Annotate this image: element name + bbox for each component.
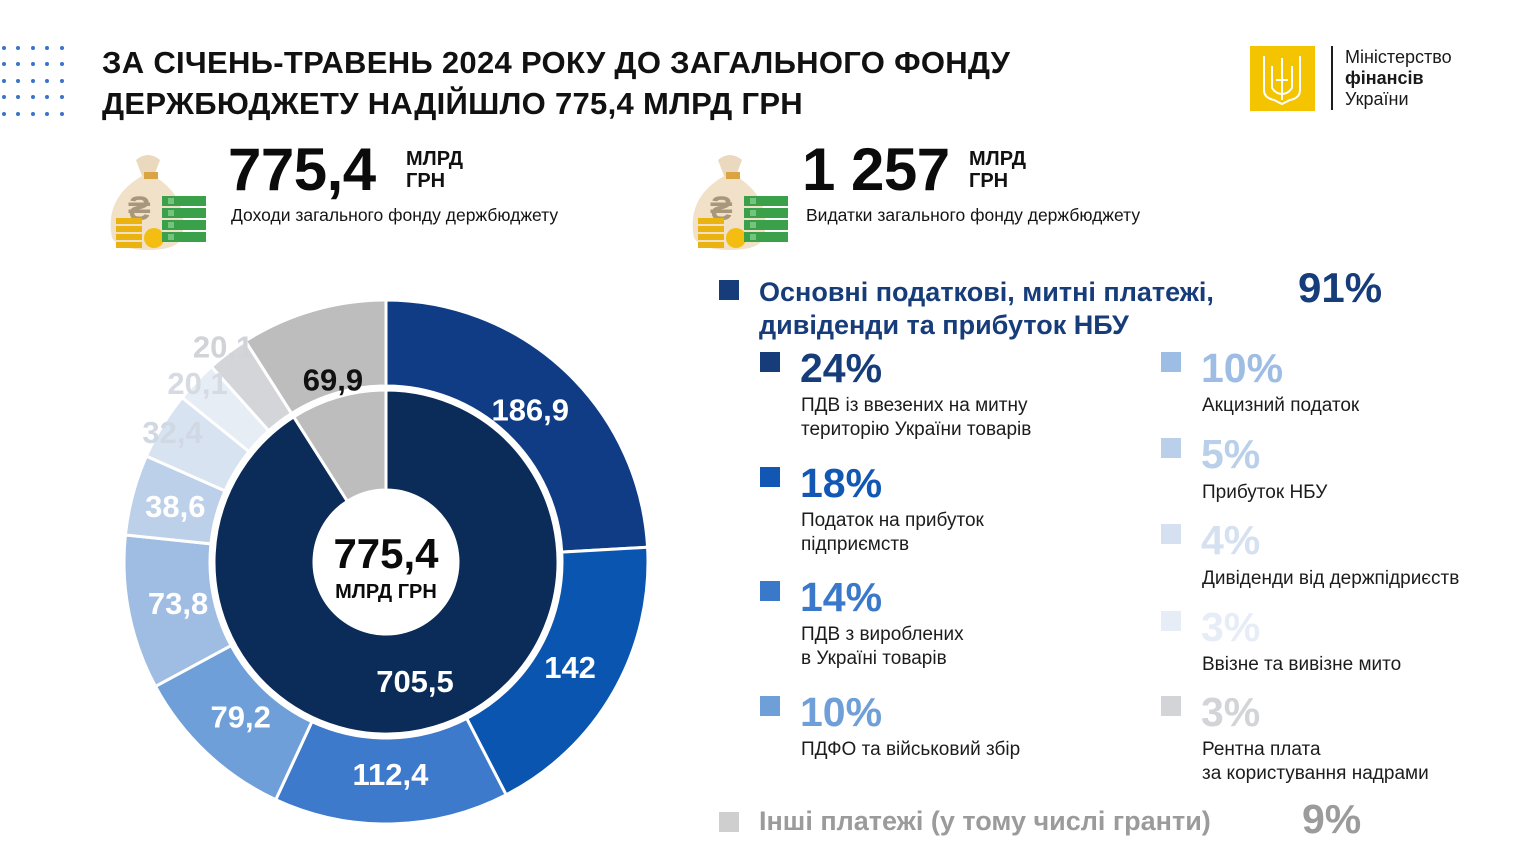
legend-label: Прибуток НБУ: [1202, 482, 1328, 503]
legend-label: Податок на прибуток підприємств: [801, 509, 984, 557]
main-legend-pct: 91%: [1298, 264, 1383, 311]
other-legend-label: Інші платежі (у тому числі гранти): [759, 806, 1211, 836]
legend-label: Рентна плата за користування надрами: [1202, 738, 1429, 786]
other-legend-swatch: [719, 812, 739, 832]
title-line-1: ЗА СІЧЕНЬ-ТРАВЕНЬ 2024 РОКУ ДО ЗАГАЛЬНОГ…: [102, 45, 1011, 80]
legend-label: Ввізне та вивізне мито: [1202, 654, 1402, 675]
ministry-line-1: Міністерство: [1345, 47, 1452, 67]
expense-caption: Видатки загального фонду держбюджету: [806, 205, 1141, 225]
expense-value: 1 257: [802, 136, 950, 203]
outer-ring-label: 20,1: [193, 330, 253, 365]
legend-label: Дивіденди від держпідриєств: [1202, 568, 1460, 589]
legend-label-line: Податок на прибуток: [801, 510, 984, 531]
logo-divider: [1331, 46, 1333, 110]
outer-ring-label: 79,2: [211, 699, 271, 734]
ministry-line-2: фінансів: [1345, 68, 1424, 88]
outer-ring-label: 186,9: [491, 392, 569, 427]
legend-label: ПДВ з вироблених в Україні товарів: [801, 623, 964, 671]
legend-swatch: [1161, 352, 1181, 372]
trident-logo-icon: [1250, 46, 1315, 111]
legend-label-line: за користування надрами: [1202, 763, 1429, 784]
money-bag-icon: ₴: [692, 155, 788, 250]
expense-unit-1: МЛРД: [969, 148, 1027, 170]
expense-unit: МЛРД ГРН: [969, 148, 1026, 192]
revenue-unit: МЛРД ГРН: [406, 148, 463, 192]
center-value: 775,4: [333, 530, 439, 577]
legend-pct: 18%: [800, 460, 883, 506]
legend-pct: 3%: [1201, 604, 1261, 650]
main-legend-header: Основні податкові, митні платежі, дивіде…: [759, 276, 1214, 342]
legend-swatch: [760, 696, 780, 716]
outer-ring-label: 69,9: [303, 363, 363, 398]
legend-swatch: [1161, 611, 1181, 631]
legend-label-line: ПДВ із ввезених на митну: [801, 395, 1028, 416]
outer-ring-label: 38,6: [145, 489, 205, 524]
legend-pct: 10%: [800, 689, 883, 735]
legend-swatch: [760, 467, 780, 487]
legend-pct: 5%: [1201, 431, 1261, 477]
legend-label-line: територію України товарів: [801, 419, 1032, 440]
ministry-name: Міністерство фінансів України: [1345, 47, 1452, 110]
legend-swatch: [760, 352, 780, 372]
legend-label-line: ПДВ з вироблених: [801, 624, 964, 645]
legend-pct: 24%: [800, 345, 883, 391]
inner-ring-label: 705,5: [376, 664, 454, 699]
expense-unit-2: ГРН: [969, 170, 1009, 192]
outer-ring-label: 142: [544, 650, 596, 685]
outer-ring-label: 32,4: [142, 415, 203, 450]
outer-ring-label: 20,1: [167, 366, 227, 401]
revenue-caption: Доходи загального фонду держбюджету: [231, 205, 559, 225]
legend-label-line: в Україні товарів: [801, 648, 947, 669]
ministry-line-3: України: [1345, 89, 1409, 109]
inner-ring-slice: [291, 388, 388, 504]
other-legend-pct: 9%: [1302, 796, 1362, 842]
legend-swatch: [760, 581, 780, 601]
decorative-dots: [2, 46, 74, 116]
legend-swatch: [1161, 524, 1181, 544]
center-unit: МЛРД ГРН: [335, 581, 437, 603]
legend-swatch: [1161, 696, 1181, 716]
outer-ring-slice: [243, 298, 388, 416]
legend-pct: 4%: [1201, 517, 1261, 563]
revenue-unit-2: ГРН: [406, 170, 446, 192]
main-legend-swatch: [719, 280, 739, 300]
legend-swatch: [1161, 438, 1181, 458]
legend-pct: 3%: [1201, 689, 1261, 735]
outer-ring-label: 73,8: [148, 586, 208, 621]
donut-chart: 186,9 142 112,4 79,2 73,8 38,6 32,4 20,120,1 69,…: [122, 298, 650, 826]
title-line-2: ДЕРЖБЮДЖЕТУ НАДІЙШЛО 775,4 МЛРД ГРН: [102, 86, 803, 121]
revenue-value: 775,4: [228, 136, 376, 203]
main-legend-header-line-2: дивіденди та прибуток НБУ: [759, 310, 1129, 340]
page-title: ЗА СІЧЕНЬ-ТРАВЕНЬ 2024 РОКУ ДО ЗАГАЛЬНОГ…: [102, 42, 1182, 124]
revenue-unit-1: МЛРД: [406, 148, 464, 170]
outer-ring-slice: [384, 298, 650, 554]
legend-label-line: підприємств: [801, 534, 910, 555]
legend-label-line: Рентна плата: [1202, 739, 1321, 760]
legend-pct: 10%: [1201, 345, 1284, 391]
inner-ring-slice: [212, 388, 560, 736]
legend-label: ПДФО та військовий збір: [801, 739, 1021, 760]
money-bag-icon: ₴: [110, 155, 206, 250]
main-legend-header-line-1: Основні податкові, митні платежі,: [759, 277, 1214, 307]
legend-pct: 14%: [800, 574, 883, 620]
outer-ring-label: 112,4: [353, 757, 430, 792]
legend-label: ПДВ із ввезених на митну територію Украї…: [801, 394, 1031, 442]
legend-label: Акцизний податок: [1202, 395, 1360, 416]
